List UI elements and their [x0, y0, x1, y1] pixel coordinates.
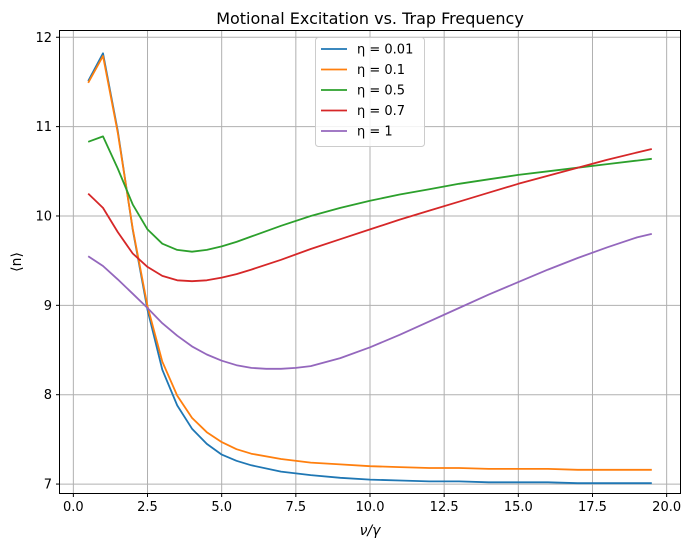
series-lines	[87, 52, 653, 485]
legend-label-2: η = 0.5	[357, 84, 405, 99]
y-tick-label: 11	[35, 120, 52, 135]
y-tick-label: 9	[44, 299, 52, 314]
x-tick-label: 20.0	[652, 500, 681, 515]
legend-label-0: η = 0.01	[357, 43, 413, 58]
legend-label-1: η = 0.1	[357, 63, 405, 78]
legend-label-4: η = 1	[357, 125, 393, 140]
legend-label-3: η = 0.7	[357, 104, 405, 119]
x-tick-label: 5.0	[211, 500, 232, 515]
series-line-4	[87, 233, 653, 370]
x-tick-label: 10.0	[356, 500, 385, 515]
chart-title: Motional Excitation vs. Trap Frequency	[216, 9, 524, 28]
y-tick-label: 8	[44, 388, 52, 403]
legend-box	[315, 37, 425, 147]
x-tick-label: 15.0	[504, 500, 533, 515]
y-axis-label: ⟨n⟩	[9, 252, 25, 272]
y-tick-label: 7	[44, 478, 52, 493]
series-line-2	[87, 135, 652, 253]
x-tick-label: 2.5	[137, 500, 158, 515]
x-tick-label: 17.5	[578, 500, 607, 515]
y-tick-label: 10	[35, 209, 52, 224]
y-axis-ticks: 7 8 9 10 11 12	[35, 31, 60, 493]
legend-entries: η = 0.01 η = 0.1 η = 0.5 η = 0.7 η = 1	[321, 43, 413, 140]
series-line-0	[87, 52, 652, 485]
y-tick-label: 12	[35, 31, 52, 46]
x-tick-label: 7.5	[285, 500, 306, 515]
series-line-1	[87, 55, 652, 471]
series-line-3	[87, 148, 653, 283]
x-axis-ticks: 0.0 2.5 5.0 7.5 10.0 12.5 15.0 17.5 20.0	[63, 493, 681, 515]
x-axis-label: ν/γ	[360, 523, 382, 539]
x-tick-label: 0.0	[63, 500, 84, 515]
x-tick-label: 12.5	[430, 500, 459, 515]
legend: η = 0.01 η = 0.1 η = 0.5 η = 0.7 η = 1	[315, 37, 425, 147]
